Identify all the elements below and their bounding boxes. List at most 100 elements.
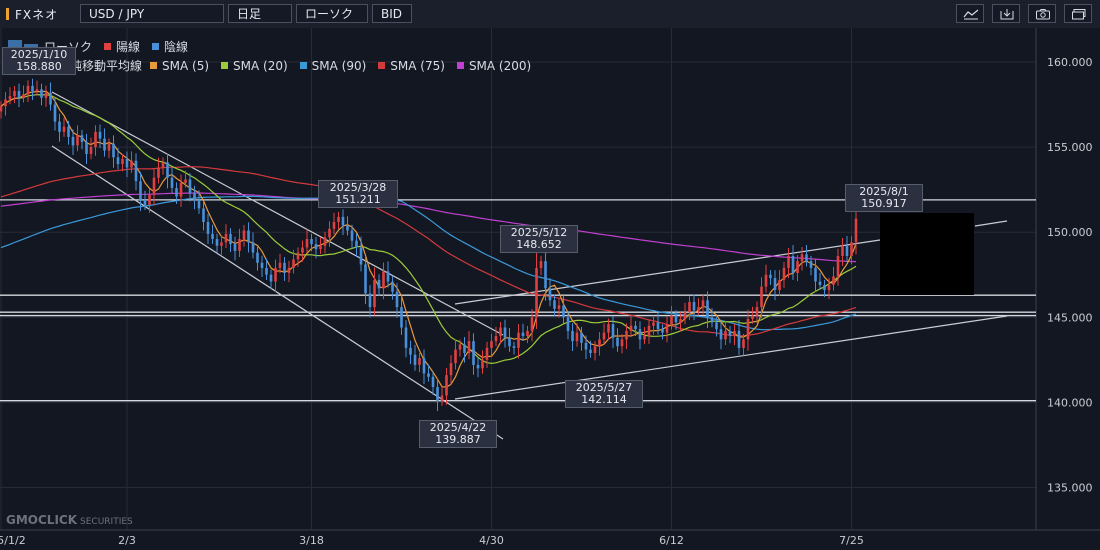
camera-button[interactable]	[1028, 4, 1056, 23]
candle-body	[422, 358, 426, 374]
candle-body	[35, 89, 39, 91]
candle-body	[850, 242, 853, 256]
indicator-button[interactable]	[956, 4, 984, 23]
symbol-select[interactable]: USD / JPY	[80, 4, 224, 23]
candle-body	[107, 143, 111, 151]
candle-body	[328, 228, 331, 238]
candle-body	[103, 138, 106, 151]
candle-body	[580, 332, 583, 343]
candle-body	[445, 375, 448, 396]
candle-body	[206, 222, 210, 234]
candle-body	[125, 159, 129, 168]
candle-body	[4, 99, 7, 107]
candle-body	[760, 286, 763, 308]
candle-body	[346, 225, 349, 231]
brand-text: FXネオ	[15, 8, 59, 22]
candle-body	[0, 106, 3, 112]
candle-body	[796, 261, 799, 273]
candle-body	[58, 121, 61, 132]
legend-sma90: SMA (90)	[311, 59, 367, 73]
y-tick-label: 145.000	[1047, 311, 1093, 324]
candle-body	[670, 315, 673, 325]
candle-body	[458, 344, 462, 350]
window-button[interactable]	[1064, 4, 1092, 23]
candle-body	[382, 271, 385, 289]
candle-body	[494, 336, 498, 342]
candle-body	[454, 349, 457, 364]
price-popup-box	[880, 213, 974, 295]
candle-body	[220, 242, 223, 246]
candle-body	[386, 271, 390, 282]
sma90-swatch	[299, 62, 307, 69]
down-swatch	[152, 43, 160, 50]
candle-body	[809, 261, 813, 268]
legend-sma75: SMA (75)	[390, 59, 445, 73]
candle-body	[476, 364, 480, 369]
candle-body	[823, 285, 826, 291]
candle-body	[697, 307, 700, 311]
candle-body	[22, 94, 25, 98]
candle-body	[562, 305, 565, 318]
candle-body	[436, 387, 439, 401]
candle-body	[139, 181, 142, 200]
chart-type-select[interactable]: ローソク	[296, 4, 368, 23]
top-toolbar: FXネオ USD / JPY 日足 ローソク BID	[0, 0, 1100, 29]
candle-body	[521, 332, 525, 336]
candle-body	[854, 218, 858, 243]
candle-body	[319, 245, 322, 250]
sma20-line	[0, 93, 857, 365]
candle-body	[490, 341, 493, 348]
candle-body	[584, 342, 588, 350]
timeframe-select[interactable]: 日足	[228, 4, 292, 23]
candle-body	[728, 330, 732, 336]
candle-body	[508, 337, 511, 347]
candle-body	[368, 293, 372, 308]
candle-body	[602, 332, 606, 340]
trendline-channel-top	[51, 91, 504, 336]
candle-body	[152, 177, 156, 195]
indicator-icon	[963, 9, 979, 20]
candle-body	[251, 242, 255, 253]
legend-sma-title: 単純移動平均線	[58, 59, 143, 73]
sma-legend: 単純移動平均線 SMA (5) SMA (20) SMA (90) SMA (75) SM…	[58, 57, 531, 74]
candle-body	[575, 332, 579, 342]
candle-body	[566, 317, 570, 331]
candle-body	[89, 147, 93, 154]
export-button[interactable]	[992, 4, 1020, 23]
candle-body	[130, 160, 133, 168]
candle-body	[652, 322, 655, 326]
candle-body	[431, 376, 435, 387]
candle-body	[17, 91, 21, 98]
candle-body	[715, 322, 718, 330]
candle-body	[530, 317, 534, 331]
candle-body	[355, 240, 358, 248]
candle-body	[499, 327, 502, 336]
candle-body	[440, 395, 444, 401]
candle-body	[310, 239, 313, 245]
sma75-line	[0, 166, 857, 337]
candle-body	[166, 162, 169, 178]
candle-body	[121, 159, 124, 165]
candle-body	[593, 346, 597, 353]
candle-body	[364, 264, 367, 294]
candle-body	[49, 92, 52, 105]
candle-body	[67, 126, 70, 137]
candle-body	[202, 208, 205, 222]
candle-body	[391, 281, 394, 292]
candle-body	[260, 262, 264, 268]
trendline-wedge-top-b	[974, 220, 1008, 227]
candle-body	[787, 256, 790, 268]
annotation-label: 2025/8/1 150.917	[845, 184, 923, 212]
candle-body	[274, 267, 277, 282]
price-type-select[interactable]: BID	[372, 4, 412, 23]
candle-body	[467, 341, 471, 353]
candle-body	[805, 254, 808, 262]
candle-body	[53, 104, 57, 122]
candle-body	[598, 339, 601, 347]
candle-body	[278, 262, 282, 268]
y-tick-label: 155.000	[1047, 141, 1093, 154]
candle-body	[746, 319, 750, 340]
candle-body	[197, 199, 201, 209]
sma90-line	[0, 195, 857, 331]
candle-body	[188, 179, 192, 194]
